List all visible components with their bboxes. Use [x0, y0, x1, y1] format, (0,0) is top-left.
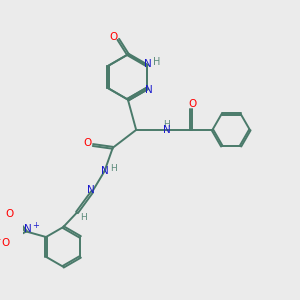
Text: N: N: [145, 85, 153, 95]
Text: O: O: [2, 238, 10, 248]
Text: H: H: [110, 164, 117, 173]
Text: O: O: [109, 32, 117, 42]
Text: H: H: [163, 120, 170, 129]
Text: N: N: [163, 125, 170, 135]
Text: N: N: [100, 166, 108, 176]
Text: N: N: [24, 224, 32, 234]
Text: O: O: [6, 209, 14, 219]
Text: O: O: [84, 138, 92, 148]
Text: +: +: [32, 221, 39, 230]
Text: N: N: [87, 185, 94, 196]
Text: N: N: [144, 59, 151, 69]
Text: H: H: [153, 57, 160, 68]
Text: H: H: [80, 213, 86, 222]
Text: -: -: [0, 234, 1, 244]
Text: O: O: [188, 99, 197, 109]
